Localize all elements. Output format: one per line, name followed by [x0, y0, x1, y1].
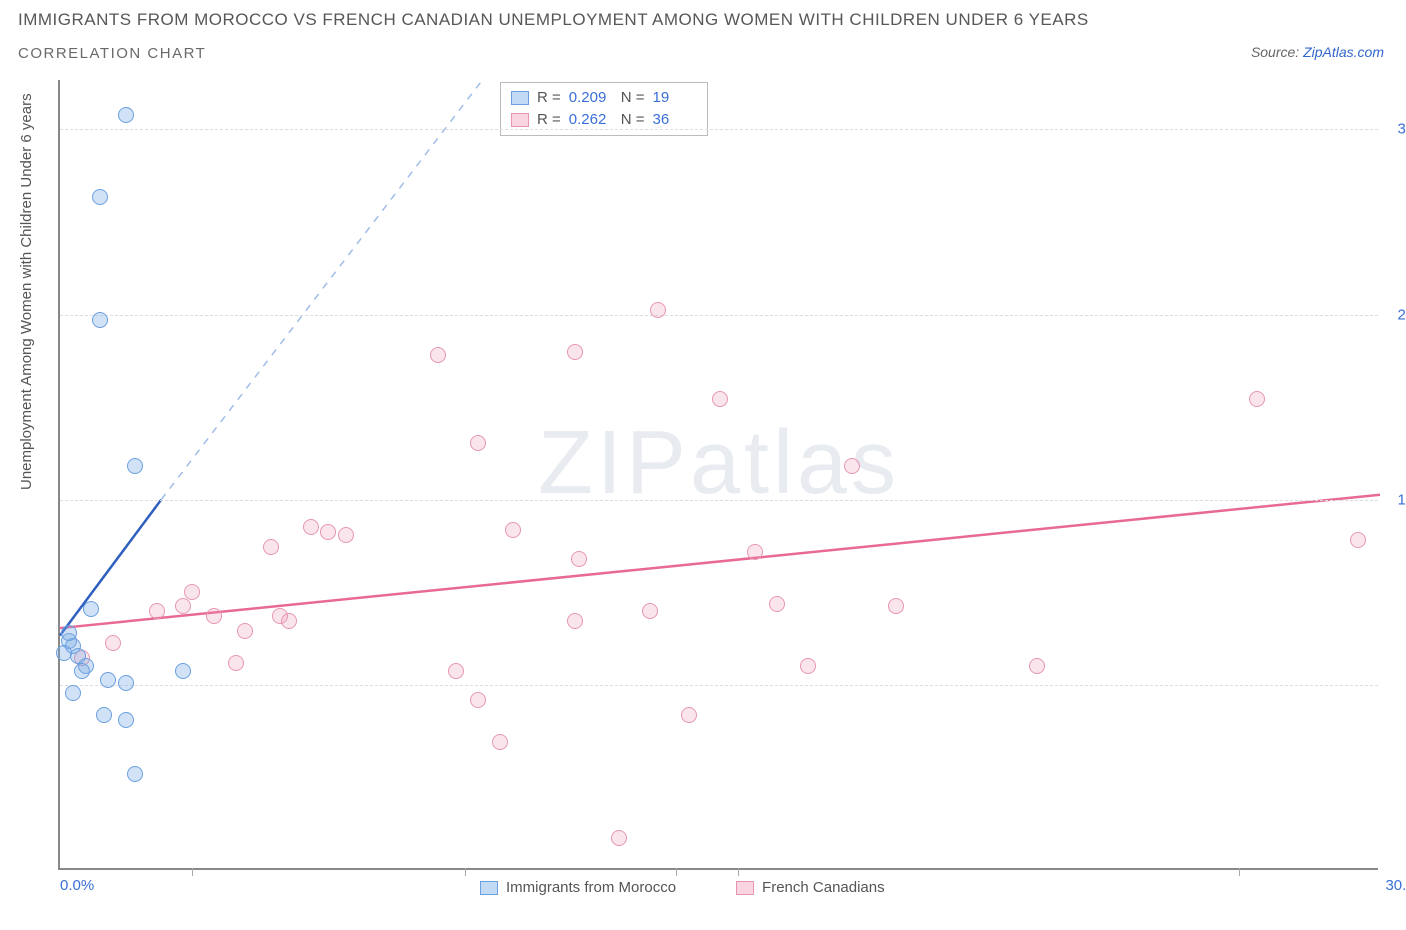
data-point-pink — [567, 344, 583, 360]
page-subtitle: CORRELATION CHART — [18, 45, 206, 62]
data-point-pink — [642, 603, 658, 619]
data-point-blue — [100, 672, 116, 688]
legend-series-b: French Canadians — [736, 879, 885, 896]
data-point-pink — [571, 551, 587, 567]
r-value-blue: 0.209 — [569, 87, 613, 109]
page-title: IMMIGRANTS FROM MOROCCO VS FRENCH CANADI… — [18, 10, 1089, 30]
data-point-pink — [888, 598, 904, 614]
legend-row-pink: R = 0.262 N = 36 — [511, 109, 697, 131]
data-point-blue — [83, 601, 99, 617]
y-tick-label: 30.0% — [1397, 121, 1406, 138]
gridline-h — [60, 129, 1378, 130]
data-point-pink — [800, 658, 816, 674]
x-minor-tick — [465, 868, 466, 876]
data-point-pink — [303, 519, 319, 535]
data-point-pink — [228, 655, 244, 671]
n-label: N = — [621, 109, 645, 131]
data-point-blue — [92, 189, 108, 205]
r-value-pink: 0.262 — [569, 109, 613, 131]
data-point-pink — [1249, 391, 1265, 407]
data-point-blue — [96, 707, 112, 723]
source-attribution: Source: ZipAtlas.com — [1251, 44, 1384, 60]
source-label: Source: — [1251, 44, 1303, 60]
source-link[interactable]: ZipAtlas.com — [1303, 44, 1384, 60]
n-value-blue: 19 — [653, 87, 697, 109]
data-point-pink — [237, 623, 253, 639]
legend-series: Immigrants from Morocco French Canadians — [480, 879, 885, 896]
y-axis-label: Unemployment Among Women with Children U… — [18, 93, 35, 490]
trend-lines — [60, 80, 1378, 868]
r-label: R = — [537, 87, 561, 109]
data-point-blue — [175, 663, 191, 679]
data-point-pink — [650, 302, 666, 318]
legend-series-a-label: Immigrants from Morocco — [506, 879, 676, 896]
data-point-pink — [611, 830, 627, 846]
data-point-pink — [263, 539, 279, 555]
data-point-pink — [448, 663, 464, 679]
data-point-pink — [844, 458, 860, 474]
gridline-h — [60, 685, 1378, 686]
data-point-blue — [118, 675, 134, 691]
data-point-blue — [92, 312, 108, 328]
data-point-pink — [681, 707, 697, 723]
data-point-pink — [505, 522, 521, 538]
x-minor-tick — [676, 868, 677, 876]
data-point-blue — [118, 107, 134, 123]
n-value-pink: 36 — [653, 109, 697, 131]
data-point-pink — [320, 524, 336, 540]
data-point-pink — [492, 734, 508, 750]
x-minor-tick — [192, 868, 193, 876]
data-point-pink — [567, 613, 583, 629]
data-point-pink — [747, 544, 763, 560]
data-point-pink — [105, 635, 121, 651]
swatch-blue — [480, 881, 498, 895]
swatch-pink — [511, 113, 529, 127]
n-label: N = — [621, 87, 645, 109]
data-point-pink — [149, 603, 165, 619]
data-point-pink — [430, 347, 446, 363]
data-point-pink — [338, 527, 354, 543]
scatter-plot: ZIPatlas R = 0.209 N = 19 R = 0.262 N = … — [58, 80, 1378, 870]
x-tick-max: 30.0% — [1385, 877, 1406, 894]
data-point-pink — [206, 608, 222, 624]
data-point-blue — [127, 766, 143, 782]
y-tick-label: 22.5% — [1397, 306, 1406, 323]
x-tick-min: 0.0% — [60, 877, 94, 894]
y-tick-label: 15.0% — [1397, 491, 1406, 508]
data-point-pink — [281, 613, 297, 629]
data-point-pink — [712, 391, 728, 407]
gridline-h — [60, 500, 1378, 501]
legend-row-blue: R = 0.209 N = 19 — [511, 87, 697, 109]
data-point-blue — [65, 685, 81, 701]
data-point-blue — [74, 663, 90, 679]
data-point-blue — [118, 712, 134, 728]
legend-series-b-label: French Canadians — [762, 879, 885, 896]
data-point-blue — [61, 625, 77, 641]
data-point-pink — [1350, 532, 1366, 548]
data-point-pink — [1029, 658, 1045, 674]
data-point-pink — [769, 596, 785, 612]
swatch-pink — [736, 881, 754, 895]
legend-stats: R = 0.209 N = 19 R = 0.262 N = 36 — [500, 82, 708, 136]
data-point-pink — [470, 435, 486, 451]
swatch-blue — [511, 91, 529, 105]
x-minor-tick — [1239, 868, 1240, 876]
data-point-pink — [175, 598, 191, 614]
data-point-pink — [184, 584, 200, 600]
legend-series-a: Immigrants from Morocco — [480, 879, 676, 896]
x-minor-tick — [738, 868, 739, 876]
data-point-blue — [127, 458, 143, 474]
data-point-pink — [470, 692, 486, 708]
gridline-h — [60, 315, 1378, 316]
r-label: R = — [537, 109, 561, 131]
